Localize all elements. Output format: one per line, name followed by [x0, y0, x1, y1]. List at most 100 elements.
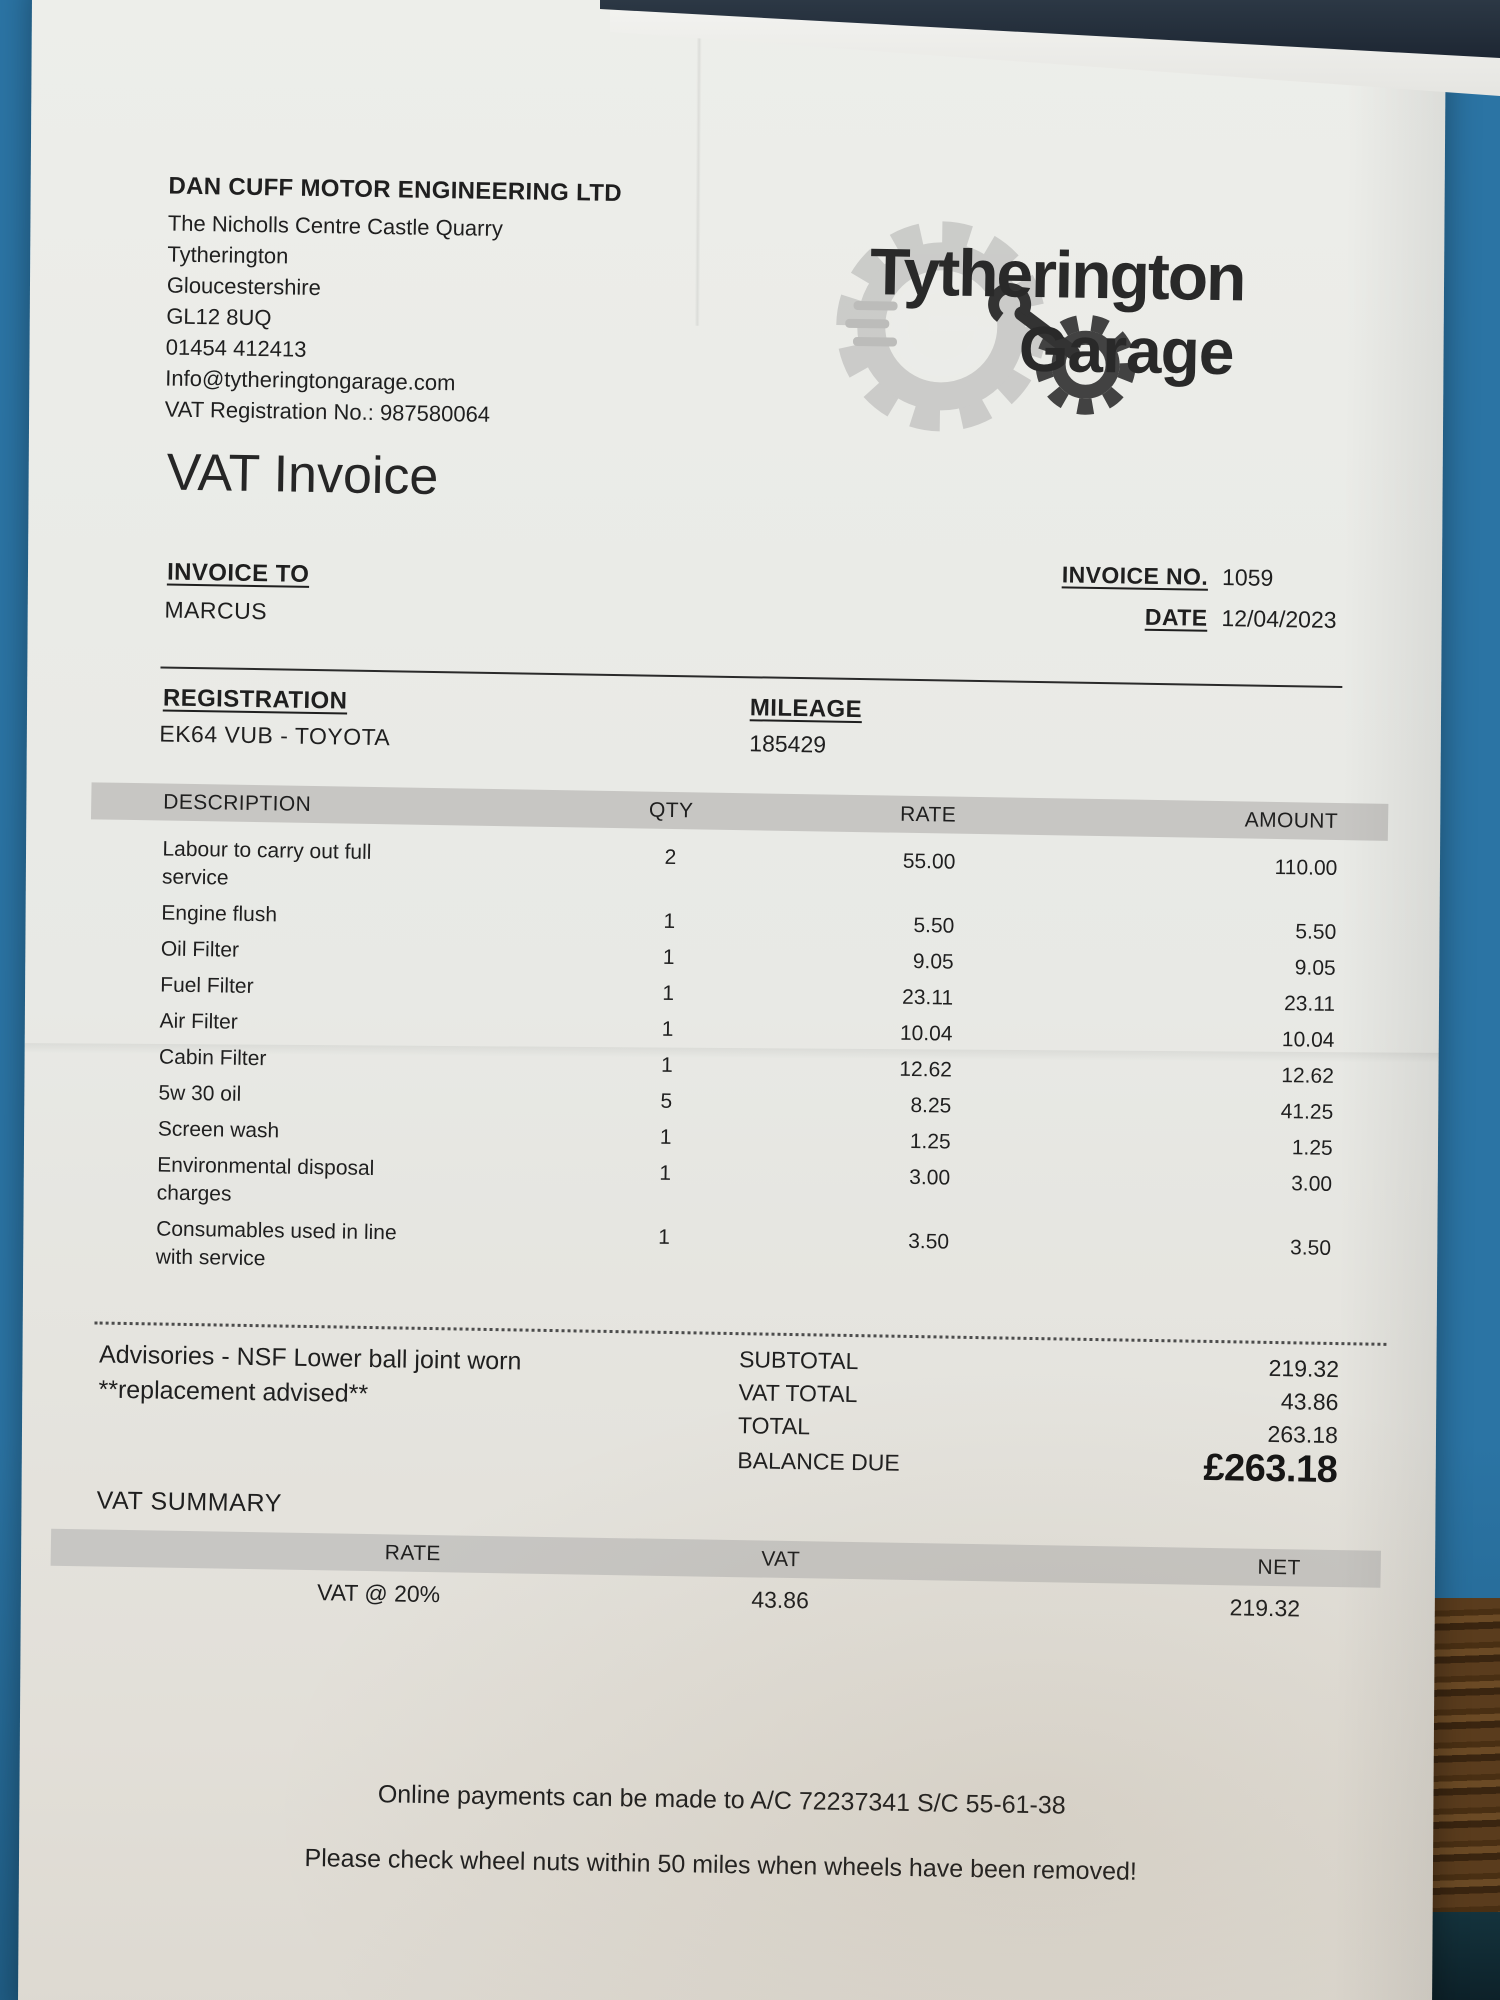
- col-description: DESCRIPTION: [163, 790, 312, 816]
- address-line: The Nicholls Centre Castle Quarry: [167, 210, 504, 242]
- paper-crease: [694, 0, 703, 326]
- col-qty: QTY: [648, 798, 694, 822]
- item-amount: 9.05: [1294, 956, 1336, 980]
- company-address-block: DAN CUFF MOTOR ENGINEERING LTD The Nicho…: [165, 171, 623, 432]
- invoice-to-name: MARCUS: [164, 596, 268, 625]
- item-rate: 1.25: [909, 1129, 951, 1154]
- item-description: Engine flush: [161, 901, 278, 927]
- date-value: 12/04/2023: [1221, 605, 1337, 633]
- table-row: Fuel Filter 1 23.11 23.11: [88, 970, 1335, 1019]
- item-rate: 3.00: [909, 1165, 951, 1190]
- col-amount: AMOUNT: [1244, 807, 1339, 833]
- vat-total-value: 43.86: [1280, 1388, 1339, 1416]
- vat-amount: 43.86: [751, 1586, 810, 1614]
- registration-value: EK64 VUB - TOYOTA: [159, 720, 391, 751]
- vat-col-rate: RATE: [384, 1540, 442, 1565]
- table-row: Air Filter 1 10.04 10.04: [87, 1006, 1334, 1055]
- item-amount: 12.62: [1281, 1064, 1335, 1088]
- address-line: Tytherington: [167, 241, 289, 269]
- vat-total-row: VAT TOTAL 43.86: [738, 1376, 1338, 1419]
- item-rate: 55.00: [902, 849, 956, 874]
- item-qty: 2: [664, 845, 677, 870]
- vat-summary-row: VAT @ 20% 43.86 219.32: [50, 1571, 1380, 1627]
- mileage-label: MILEAGE: [749, 694, 863, 724]
- items-table-header: DESCRIPTION QTY RATE AMOUNT: [90, 782, 1389, 841]
- item-description: Labour to carry out full service: [161, 837, 372, 890]
- table-row: Screen wash 1 1.25 1.25: [86, 1114, 1333, 1163]
- vat-summary-body: VAT @ 20% 43.86 219.32: [50, 1571, 1380, 1627]
- mileage-value: 185429: [749, 730, 827, 758]
- advisories-line1: Advisories - NSF Lower ball joint worn: [98, 1340, 522, 1376]
- item-amount: 41.25: [1280, 1100, 1334, 1124]
- subtotal-value: 219.32: [1268, 1354, 1340, 1383]
- wood-surface: [1428, 1598, 1500, 1920]
- balance-due-value: £263.18: [1203, 1446, 1338, 1492]
- item-rate: 3.50: [908, 1229, 950, 1254]
- total-label: TOTAL: [737, 1412, 811, 1440]
- vat-total-label: VAT TOTAL: [738, 1379, 858, 1408]
- vat-summary-title: VAT SUMMARY: [96, 1486, 283, 1518]
- item-qty: 1: [662, 981, 675, 1006]
- invoice-no-label: INVOICE NO.: [1061, 561, 1209, 590]
- advisories-line2: **replacement advised**: [98, 1375, 369, 1408]
- table-row: Cabin Filter 1 12.62 12.62: [87, 1042, 1334, 1091]
- total-value: 263.18: [1267, 1420, 1339, 1449]
- item-qty: 1: [661, 1017, 674, 1042]
- page-title: VAT Invoice: [166, 443, 439, 507]
- balance-due-row: BALANCE DUE £263.18: [737, 1444, 1338, 1492]
- item-description: Oil Filter: [160, 937, 240, 962]
- table-row: 5w 30 oil 5 8.25 41.25: [86, 1078, 1333, 1127]
- item-amount: 5.50: [1295, 920, 1337, 944]
- item-rate: 12.62: [899, 1057, 953, 1082]
- dotted-divider: [94, 1321, 1387, 1346]
- item-amount: 10.04: [1281, 1028, 1335, 1052]
- item-amount: 110.00: [1274, 855, 1338, 880]
- item-description: Air Filter: [159, 1009, 238, 1034]
- vat-col-vat: VAT: [761, 1547, 801, 1571]
- vat-col-net: NET: [1257, 1555, 1301, 1579]
- logo-text-tytherington: Tytherington: [869, 234, 1246, 315]
- payment-info-line: Online payments can be made to A/C 72237…: [377, 1780, 1066, 1820]
- item-rate: 23.11: [901, 985, 954, 1010]
- item-qty: 1: [659, 1161, 672, 1185]
- item-qty: 5: [660, 1089, 673, 1113]
- invoice-to-label: INVOICE TO: [166, 558, 310, 588]
- phone-line: 01454 412413: [165, 334, 307, 362]
- item-amount: 23.11: [1283, 992, 1336, 1016]
- logo-text-garage: Garage: [1018, 312, 1235, 389]
- dark-floor: [1428, 1912, 1500, 2000]
- item-rate: 10.04: [899, 1021, 953, 1046]
- table-row: Environmental disposal charges 1 3.00 3.…: [85, 1150, 1333, 1227]
- invoice-paper: DAN CUFF MOTOR ENGINEERING LTD The Nicho…: [17, 0, 1447, 2000]
- table-row: Engine flush 1 5.50 5.50: [89, 898, 1336, 947]
- balance-due-label: BALANCE DUE: [737, 1447, 900, 1476]
- address-line: GL12 8UQ: [166, 303, 272, 331]
- item-amount: 3.50: [1289, 1236, 1332, 1260]
- item-description: Cabin Filter: [158, 1045, 267, 1071]
- vat-registration-line: VAT Registration No.: 987580064: [164, 396, 491, 427]
- item-description: 5w 30 oil: [158, 1081, 242, 1106]
- company-name: DAN CUFF MOTOR ENGINEERING LTD: [168, 172, 623, 208]
- table-row: Labour to carry out full service 2 55.00…: [90, 834, 1338, 911]
- item-qty: 1: [659, 1125, 672, 1149]
- item-qty: 1: [660, 1053, 673, 1077]
- item-amount: 3.00: [1291, 1172, 1333, 1196]
- item-description: Consumables used in line with service: [155, 1217, 397, 1271]
- item-rate: 9.05: [912, 949, 954, 974]
- total-row: TOTAL 263.18: [738, 1409, 1338, 1452]
- vat-net: 219.32: [1229, 1594, 1301, 1622]
- divider-line: [160, 666, 1343, 689]
- item-description: Fuel Filter: [160, 973, 254, 999]
- item-qty: 1: [658, 1225, 671, 1249]
- invoice-no-value: 1059: [1221, 564, 1274, 591]
- garage-logo: Tytherington Garage: [809, 196, 1413, 446]
- item-qty: 1: [663, 909, 676, 934]
- email-line: Info@tytheringtongarage.com: [165, 365, 456, 396]
- item-qty: 1: [662, 945, 675, 970]
- registration-label: REGISTRATION: [162, 684, 348, 715]
- advisories-note: Advisories - NSF Lower ball joint worn *…: [98, 1338, 521, 1415]
- subtotal-row: SUBTOTAL 219.32: [739, 1343, 1339, 1386]
- wheel-nuts-warning-line: Please check wheel nuts within 50 miles …: [304, 1844, 1138, 1886]
